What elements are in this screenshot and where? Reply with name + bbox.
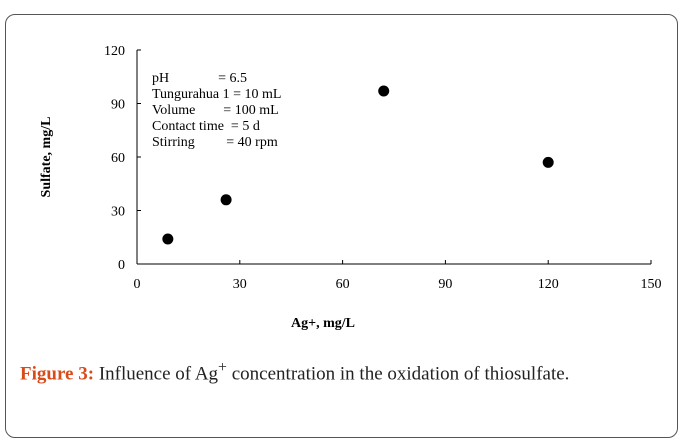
x-tick-label: 30 (233, 277, 247, 292)
y-tick-label: 60 (111, 151, 125, 166)
x-tick-label: 150 (641, 277, 662, 292)
caption-label: Figure 3: (20, 363, 95, 385)
point (162, 233, 174, 245)
y-tick-label: 0 (118, 258, 125, 273)
annotation: Stirring = 40 rpm (152, 135, 278, 150)
x-tick-label: 0 (134, 277, 141, 292)
annotation: pH = 6.5 (152, 71, 247, 86)
y-tick-label: 120 (104, 44, 125, 59)
annotation: Contact time = 5 d (152, 119, 260, 134)
annotation: Volume = 100 mL (152, 103, 279, 118)
annotation: Tungurahua 1 = 10 mL (152, 87, 282, 102)
y-tick-label: 30 (111, 205, 125, 220)
y-tick-label: 90 (111, 98, 125, 113)
x-tick-label: 60 (336, 277, 350, 292)
figure-frame (5, 14, 678, 438)
y-axis-label: Sulfate, mg/L (39, 117, 54, 198)
caption-superscript: + (218, 359, 227, 376)
chart: Ag+, mg/L Sulfate, mg/L 0 30 60 90 120 0 30 60 9… (39, 44, 662, 331)
point (542, 156, 554, 168)
caption-text-end: concentration in the oxidation of thiosu… (226, 363, 570, 385)
x-tick-label: 90 (438, 277, 452, 292)
caption: Figure 3: Influence of Ag+ concentration… (20, 354, 668, 387)
x-axis-label: Ag+, mg/L (291, 316, 355, 331)
x-tick-label: 120 (538, 277, 559, 292)
point (220, 194, 232, 206)
caption-text: Influence of Ag (98, 363, 219, 385)
point (378, 85, 390, 97)
